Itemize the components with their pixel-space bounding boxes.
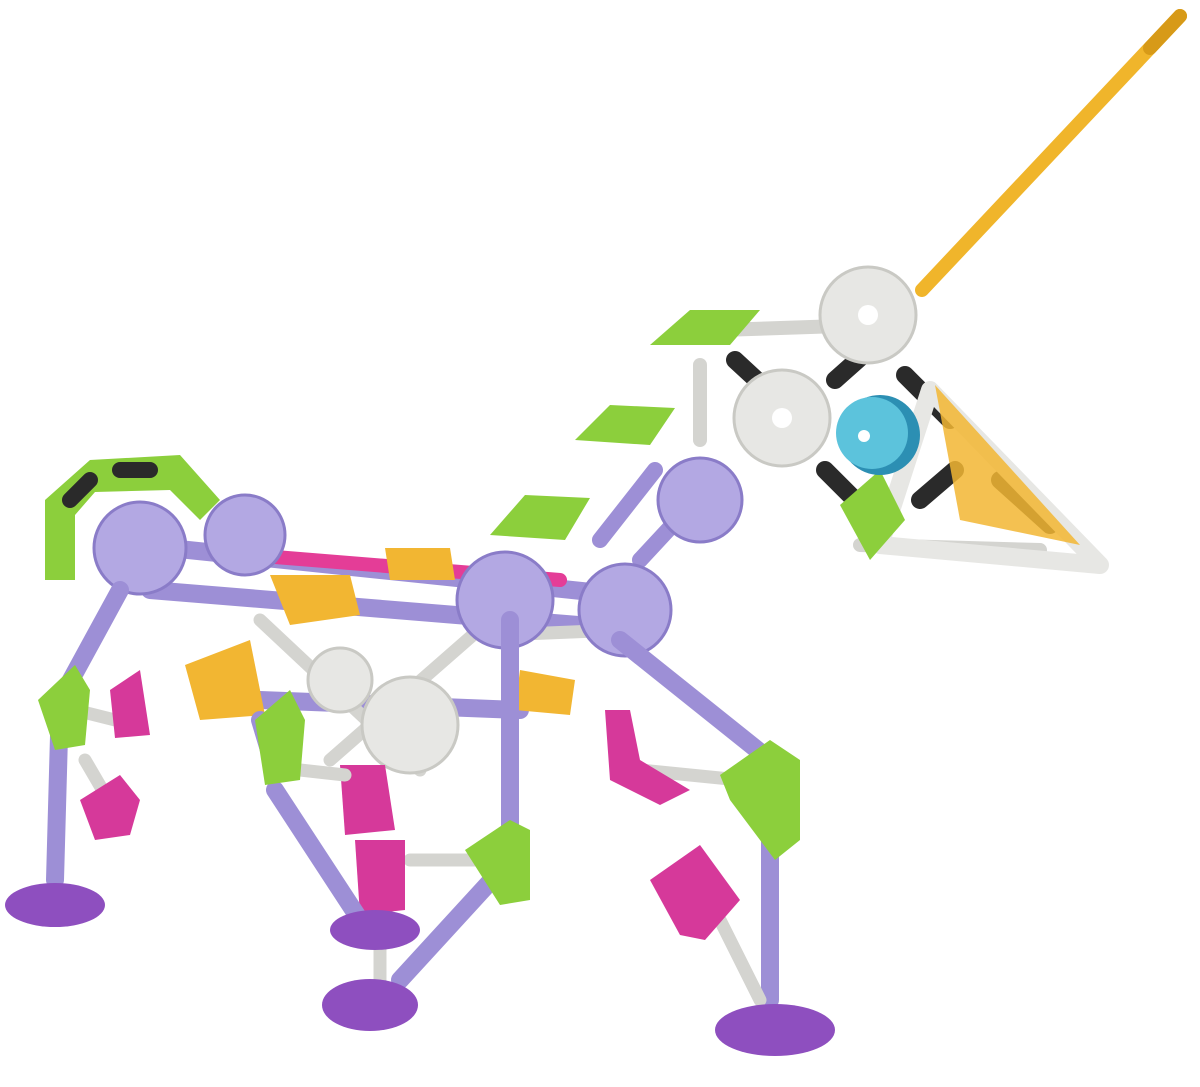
eye <box>836 395 920 475</box>
neck <box>490 456 744 568</box>
back-green-frame <box>45 455 220 580</box>
feet <box>5 883 835 1056</box>
rear-legs <box>38 581 369 929</box>
head <box>575 265 1109 574</box>
horn <box>915 9 1187 297</box>
body <box>92 493 673 777</box>
